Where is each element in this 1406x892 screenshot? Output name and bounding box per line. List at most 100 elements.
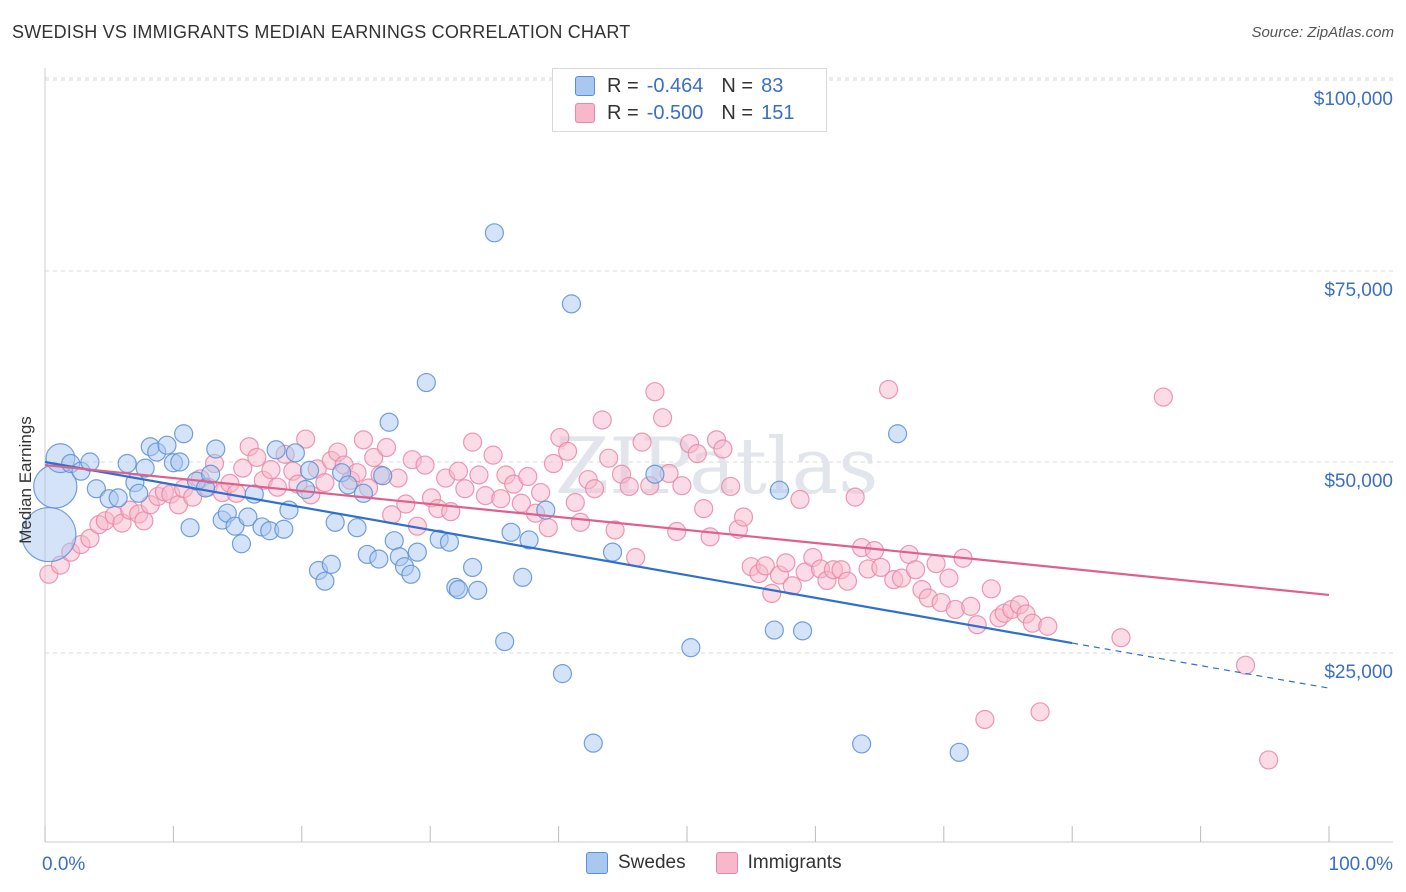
immigrants-point-83 <box>619 476 639 497</box>
immigrants-point-87 <box>645 382 665 402</box>
immigrants-point-62 <box>475 486 496 506</box>
swedes-trend-extension <box>1072 642 1330 689</box>
immigrants-point-104 <box>762 583 782 604</box>
swedes-point-47 <box>369 549 389 569</box>
y-tick-label-0: $25,000 <box>1324 662 1393 683</box>
swedes-point-53 <box>401 564 421 584</box>
x-tick-label-start: 0.0% <box>42 854 85 875</box>
swedes-point-15 <box>157 435 177 455</box>
immigrants-point-103 <box>755 556 775 576</box>
immigrants-point-143 <box>1030 702 1050 722</box>
swedes-point-22 <box>201 464 221 484</box>
swedes-point-39 <box>315 571 335 591</box>
swedes-point-76 <box>792 621 813 641</box>
immigrants-point-130 <box>939 568 959 588</box>
swedes-point-71 <box>602 542 623 562</box>
swedes-r-label: R = <box>607 74 639 97</box>
legend-item-immigrants[interactable]: Immigrants <box>715 852 842 874</box>
swedes-point-18 <box>174 424 194 444</box>
swedes-point-62 <box>484 223 504 243</box>
immigrants-point-142 <box>1022 613 1042 633</box>
y-tick-label-1: $50,000 <box>1324 471 1393 492</box>
y-tick-label-3: $100,000 <box>1314 89 1393 110</box>
chart-title: SWEDISH VS IMMIGRANTS MEDIAN EARNINGS CO… <box>12 22 631 42</box>
immigrants-point-29 <box>261 460 281 480</box>
immigrants-point-90 <box>667 521 687 542</box>
immigrants-point-97 <box>713 439 733 459</box>
swedes-point-17 <box>170 452 190 472</box>
immigrants-point-121 <box>878 379 899 400</box>
immigrants-point-74 <box>557 441 578 461</box>
immigrants-point-108 <box>790 489 810 510</box>
immigrants-point-88 <box>653 408 673 428</box>
immigrants-point-4 <box>80 528 100 549</box>
immigrants-point-63 <box>483 445 503 465</box>
immigrants-point-128 <box>926 554 946 574</box>
swedes-point-44 <box>347 518 367 538</box>
immigrants-n-label: N = <box>721 101 754 124</box>
swedes-point-55 <box>416 372 436 393</box>
swedes-point-32 <box>266 440 286 460</box>
swedes-point-48 <box>373 466 393 486</box>
swedes-r-value: -0.464 <box>646 74 704 97</box>
immigrants-point-43 <box>353 430 374 450</box>
swedes-point-74 <box>764 620 784 640</box>
immigrants-point-34 <box>296 429 316 449</box>
immigrants-r-label: R = <box>607 101 639 124</box>
immigrants-point-133 <box>961 596 981 616</box>
swedes-point-40 <box>321 554 341 574</box>
swedes-point-49 <box>379 412 399 432</box>
swedes-point-45 <box>353 483 374 503</box>
immigrants-r-value: -0.500 <box>646 101 704 124</box>
immigrants-point-93 <box>687 443 707 464</box>
immigrants-point-70 <box>531 482 551 503</box>
swedes-point-69 <box>561 294 582 314</box>
immigrants-legend-swatch <box>715 852 738 874</box>
swedes-point-73 <box>681 638 701 658</box>
immigrants-point-37 <box>315 473 335 493</box>
swedes-point-79 <box>949 742 969 762</box>
immigrants-point-76 <box>570 512 591 532</box>
axis-layer <box>44 68 1393 843</box>
swedes-point-61 <box>468 580 488 600</box>
swedes-n-value: 83 <box>761 74 784 97</box>
immigrants-point-25 <box>233 458 253 478</box>
swedes-point-68 <box>552 664 573 684</box>
swedes-point-43 <box>338 475 358 495</box>
source-label: Source: ZipAtlas.com <box>1251 24 1394 41</box>
immigrants-point-85 <box>632 432 652 452</box>
x-tick-label-end: 100.0% <box>1329 854 1394 875</box>
y-axis-label-wrap: Median Earnings <box>6 380 46 580</box>
immigrants-point-81 <box>605 520 625 540</box>
immigrants-point-144 <box>1038 616 1058 636</box>
immigrants-point-68 <box>518 466 538 487</box>
immigrants-point-84 <box>626 547 646 568</box>
immigrants-swatch <box>575 103 595 123</box>
immigrants-point-100 <box>733 507 754 527</box>
immigrants-point-79 <box>592 410 612 430</box>
immigrants-point-53 <box>415 455 435 475</box>
immigrants-point-98 <box>721 476 741 497</box>
swedes-trend-line <box>44 460 1073 645</box>
swedes-point-28 <box>238 507 258 527</box>
immigrants-point-135 <box>975 709 995 730</box>
immigrants-trend-line <box>44 463 1330 597</box>
immigrants-point-125 <box>905 560 926 580</box>
immigrants-point-136 <box>981 579 1001 599</box>
swedes-point-41 <box>325 512 345 532</box>
immigrants-point-147 <box>1235 655 1256 675</box>
immigrants-point-60 <box>462 432 483 452</box>
swedes-point-77 <box>852 734 872 754</box>
immigrants-legend-label: Immigrants <box>747 852 842 873</box>
immigrants-point-24 <box>226 483 246 503</box>
immigrants-point-71 <box>538 518 558 538</box>
swedes-point-50 <box>384 531 404 551</box>
legend-row-swedes: R = -0.464 N = 83 <box>575 73 801 99</box>
legend-item-swedes[interactable]: Swedes <box>586 852 686 874</box>
immigrants-point-116 <box>845 487 865 507</box>
immigrants-point-80 <box>599 448 619 468</box>
swedes-point-78 <box>887 424 908 444</box>
immigrants-point-115 <box>837 571 858 591</box>
swedes-point-12 <box>135 458 155 478</box>
